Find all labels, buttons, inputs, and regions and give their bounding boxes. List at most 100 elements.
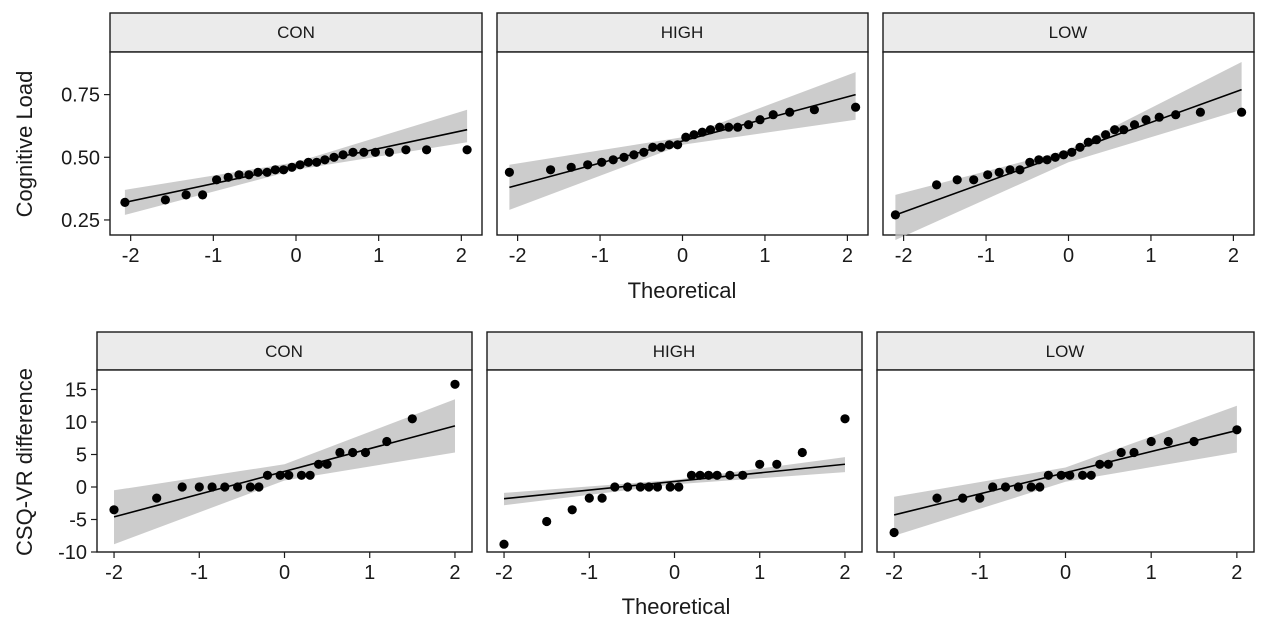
strip-label: HIGH bbox=[661, 23, 704, 42]
data-point bbox=[1171, 110, 1181, 120]
data-point bbox=[1141, 115, 1151, 125]
data-point bbox=[644, 482, 654, 492]
x-tick-label: 2 bbox=[842, 245, 853, 267]
data-point bbox=[733, 122, 743, 132]
data-point bbox=[1091, 135, 1102, 145]
data-point bbox=[567, 505, 577, 515]
strip-label: CON bbox=[265, 342, 303, 361]
data-point bbox=[546, 165, 556, 175]
data-point bbox=[504, 167, 514, 177]
data-point bbox=[348, 447, 358, 458]
data-point bbox=[652, 482, 663, 492]
plot-area bbox=[486, 369, 863, 553]
data-point bbox=[566, 162, 576, 172]
x-axis-title-bottom: Theoretical bbox=[622, 594, 731, 619]
strip-background bbox=[496, 12, 869, 53]
x-tick-label: -2 bbox=[105, 562, 123, 584]
x-tick-label: -1 bbox=[977, 245, 995, 267]
y-tick-label: 0.75 bbox=[61, 85, 100, 107]
data-point bbox=[629, 150, 639, 160]
y-tick-label: -10 bbox=[58, 542, 87, 564]
data-point bbox=[1110, 125, 1120, 135]
data-point bbox=[840, 414, 850, 424]
data-point bbox=[212, 175, 222, 185]
x-tick-label: 0 bbox=[1060, 562, 1071, 584]
data-point bbox=[772, 459, 782, 469]
x-tick-label: -1 bbox=[204, 245, 222, 267]
reference-line bbox=[503, 463, 846, 500]
x-tick-label: -2 bbox=[495, 562, 513, 584]
strip-label: LOW bbox=[1049, 23, 1088, 42]
data-point bbox=[715, 122, 725, 132]
y-tick-label: -5 bbox=[69, 510, 87, 532]
data-point bbox=[665, 482, 675, 492]
strip-background bbox=[96, 331, 473, 371]
x-tick-label: 1 bbox=[1145, 245, 1156, 267]
data-point bbox=[1103, 459, 1113, 469]
data-point bbox=[619, 152, 629, 162]
y-axis-title-top: Cognitive Load bbox=[12, 71, 37, 218]
x-tick-label: 0 bbox=[1063, 245, 1074, 267]
data-point bbox=[234, 170, 244, 180]
data-point bbox=[312, 157, 322, 167]
data-point bbox=[244, 170, 254, 180]
data-point bbox=[1000, 482, 1011, 492]
data-point bbox=[253, 167, 263, 177]
data-point bbox=[1237, 107, 1247, 117]
data-point bbox=[198, 190, 208, 200]
data-point bbox=[689, 130, 699, 140]
data-point bbox=[656, 142, 666, 152]
data-point bbox=[1025, 157, 1035, 167]
data-point bbox=[1116, 447, 1126, 458]
data-point bbox=[1083, 137, 1093, 147]
panel-cognitive-load-low: LOW -2 -1 0 1 2 bbox=[882, 12, 1255, 267]
data-point bbox=[988, 482, 998, 492]
data-point bbox=[584, 493, 594, 503]
panel-cognitive-load-high: HIGH -2 -1 0 1 2 bbox=[496, 12, 869, 267]
data-point bbox=[152, 493, 162, 503]
data-point bbox=[597, 157, 607, 167]
data-point bbox=[610, 482, 620, 492]
data-point bbox=[768, 110, 778, 120]
data-point bbox=[755, 459, 765, 469]
data-point bbox=[743, 120, 754, 130]
data-point bbox=[194, 482, 204, 492]
data-point bbox=[1163, 436, 1173, 447]
strip-background bbox=[486, 331, 863, 371]
data-point bbox=[1119, 125, 1129, 135]
data-point bbox=[809, 105, 820, 115]
panel-csq-vr-low: LOW -2 -1 0 1 2 bbox=[876, 331, 1255, 584]
data-point bbox=[181, 190, 191, 200]
data-point bbox=[542, 516, 552, 527]
data-point bbox=[1129, 447, 1139, 458]
data-point bbox=[262, 470, 273, 480]
x-tick-label: 1 bbox=[373, 245, 384, 267]
data-point bbox=[1075, 142, 1085, 152]
data-point bbox=[338, 150, 348, 160]
data-point bbox=[233, 482, 243, 492]
data-point bbox=[983, 170, 993, 180]
data-point bbox=[329, 152, 339, 162]
data-point bbox=[1059, 150, 1069, 160]
data-point bbox=[583, 160, 593, 170]
data-point bbox=[639, 147, 649, 157]
data-point bbox=[348, 147, 358, 157]
data-point bbox=[1146, 436, 1156, 447]
data-point bbox=[1129, 120, 1140, 130]
data-point bbox=[275, 470, 285, 480]
x-tick-label: -2 bbox=[509, 245, 527, 267]
data-point bbox=[674, 482, 684, 492]
data-point bbox=[450, 379, 460, 389]
strip-label: CON bbox=[277, 23, 315, 42]
panel-cognitive-load-con: CON -2 -1 0 1 2 0.25 0.50 0.75 bbox=[61, 12, 483, 267]
data-point bbox=[462, 145, 472, 155]
x-tick-label: 1 bbox=[364, 562, 375, 584]
data-point bbox=[254, 482, 264, 492]
data-point bbox=[738, 470, 748, 480]
data-point bbox=[851, 102, 861, 112]
data-point bbox=[1005, 165, 1015, 175]
data-point bbox=[177, 482, 187, 492]
data-point bbox=[969, 175, 979, 185]
